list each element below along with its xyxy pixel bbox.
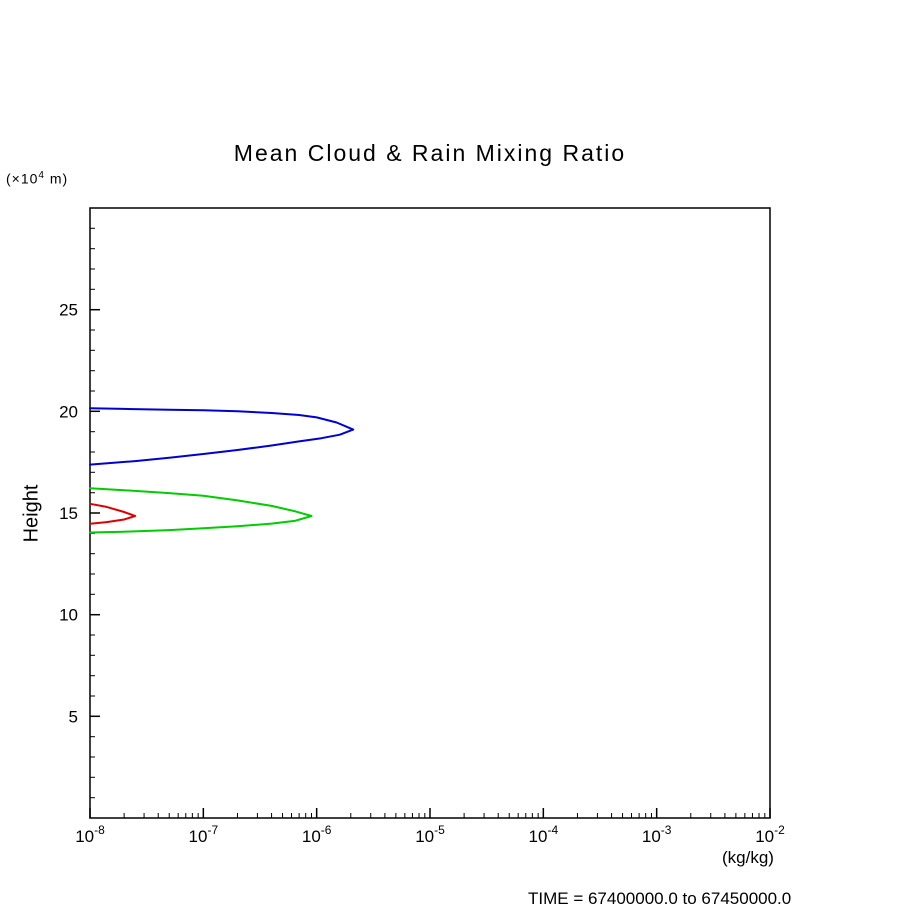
x-tick-label: 10-3: [642, 823, 672, 846]
x-tick-label: 10-8: [75, 823, 105, 846]
x-tick-label: 10-2: [755, 823, 785, 846]
mixing-ratio-contour-blue: [89, 407, 355, 466]
mixing-ratio-contour-green: [89, 487, 313, 534]
y-tick-label: 15: [59, 504, 78, 523]
y-units-exponent: 4: [38, 170, 45, 181]
y-tick-label: 10: [59, 606, 78, 625]
y-tick-label: 25: [59, 301, 78, 320]
y-units-prefix: (×10: [6, 170, 39, 187]
time-range-caption: TIME = 67400000.0 to 67450000.0: [528, 889, 792, 908]
y-tick-label: 5: [69, 707, 78, 726]
x-tick-label: 10-6: [302, 823, 332, 846]
x-tick-label: 10-5: [415, 823, 445, 846]
y-tick-label: 20: [59, 402, 78, 421]
y-axis-units-label: (×104 m): [6, 170, 68, 187]
x-tick-label: 10-4: [529, 823, 559, 846]
x-tick-label: 10-7: [189, 823, 219, 846]
plot-frame: [89, 207, 771, 819]
chart-title: Mean Cloud & Rain Mixing Ratio: [233, 140, 627, 166]
mixing-ratio-contour-red: [89, 502, 137, 525]
x-axis-units-label: (kg/kg): [722, 848, 774, 867]
y-units-suffix: m): [44, 170, 69, 187]
